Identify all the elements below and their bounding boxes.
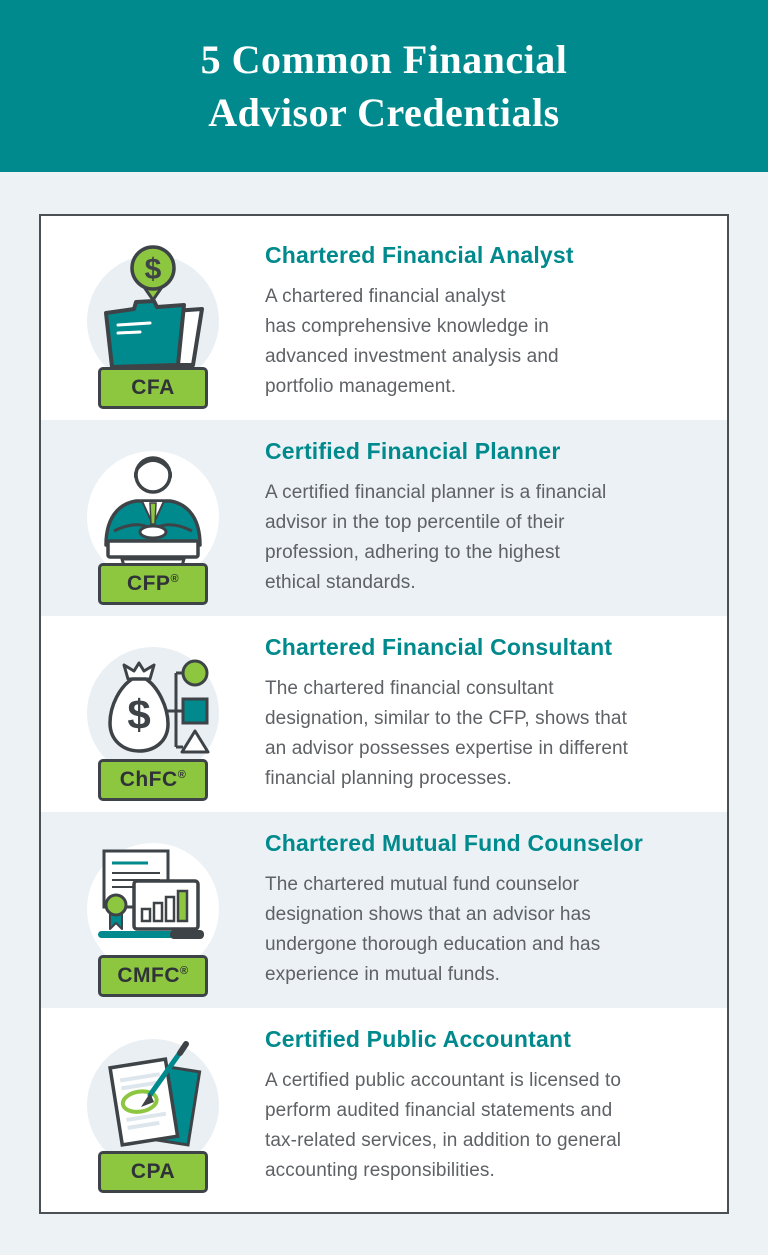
credential-title: Chartered Financial Consultant — [265, 634, 613, 660]
credential-badge-label: CMFC — [117, 964, 181, 987]
page-title: 5 Common Financial Advisor Credentials — [201, 33, 568, 139]
credential-row: CFP® Certified Financial Planner A certi… — [41, 420, 727, 616]
page-title-line1: 5 Common Financial — [200, 37, 568, 82]
credential-icon-column: CFP® — [41, 431, 265, 605]
folder-dollar-icon: $ — [87, 245, 219, 387]
credential-description: The chartered financial consultant desig… — [265, 678, 629, 789]
credential-badge-label: CFA — [131, 376, 175, 399]
certificate-laptop-icon — [87, 843, 219, 975]
credential-title: Chartered Mutual Fund Counselor — [265, 830, 644, 856]
credential-icon-block: $ CFA — [78, 235, 228, 409]
credential-badge: CMFC® — [98, 955, 208, 997]
credential-description: The chartered mutual fund counselor desi… — [265, 874, 601, 985]
credential-text-column: Chartered Financial Consultant The chart… — [265, 634, 727, 794]
credential-badge-label: CPA — [130, 1160, 176, 1183]
credential-title: Chartered Financial Analyst — [265, 242, 574, 268]
registered-mark: ® — [170, 573, 180, 585]
credential-row: CMFC® Chartered Mutual Fund Counselor Th… — [41, 812, 727, 1008]
header-banner: 5 Common Financial Advisor Credentials — [0, 0, 768, 172]
credential-icon-block: CPA — [78, 1019, 228, 1193]
credential-text-column: Certified Financial Planner A certified … — [265, 438, 727, 598]
credential-badge-label: ChFC — [119, 768, 178, 791]
credential-row: $ CFA Chartered Financial Analyst A char… — [41, 224, 727, 420]
credential-badge: ChFC® — [98, 759, 208, 801]
credential-icon-column: $ CFA — [41, 235, 265, 409]
credential-title: Certified Financial Planner — [265, 438, 561, 464]
credential-row: CPA Certified Public Accountant A certif… — [41, 1008, 727, 1204]
credential-icon-block: $ ChFC® — [78, 627, 228, 801]
credential-icon-slot — [78, 1019, 228, 1193]
money-bag-flowchart-icon: $ — [87, 647, 219, 779]
credential-description: A certified public accountant is license… — [265, 1070, 622, 1181]
credential-icon-block: CMFC® — [78, 823, 228, 997]
documents-pen-icon — [87, 1039, 219, 1171]
credential-icon-slot: $ — [78, 627, 228, 801]
credential-badge: CPA — [98, 1151, 208, 1193]
credential-badge: CFP® — [98, 563, 208, 605]
credential-badge: CFA — [98, 367, 208, 409]
credentials-card: $ CFA Chartered Financial Analyst A char… — [39, 214, 729, 1214]
credential-description: A certified financial planner is a finan… — [265, 482, 607, 593]
credential-icon-slot — [78, 823, 228, 997]
credential-icon-block: CFP® — [78, 431, 228, 605]
credential-text-column: Certified Public Accountant A certified … — [265, 1026, 727, 1186]
credential-description: A chartered financial analyst has compre… — [265, 286, 559, 397]
credential-icon-column: CPA — [41, 1019, 265, 1193]
credential-title: Certified Public Accountant — [265, 1026, 572, 1052]
credential-text-column: Chartered Financial Analyst A chartered … — [265, 242, 727, 402]
page-title-line2: Advisor Credentials — [208, 90, 560, 135]
registered-mark: ® — [180, 965, 189, 977]
credential-icon-slot: $ — [78, 235, 228, 409]
registered-mark: ® — [177, 769, 187, 781]
credential-text-column: Chartered Mutual Fund Counselor The char… — [265, 830, 727, 990]
credential-row: $ ChFC® Chartered Financial Consultant T… — [41, 616, 727, 812]
credential-badge-label: CFP — [126, 572, 171, 595]
svg-text:$: $ — [145, 253, 162, 286]
svg-text:$: $ — [127, 691, 150, 738]
credential-icon-column: $ ChFC® — [41, 627, 265, 801]
credential-icon-column: CMFC® — [41, 823, 265, 997]
